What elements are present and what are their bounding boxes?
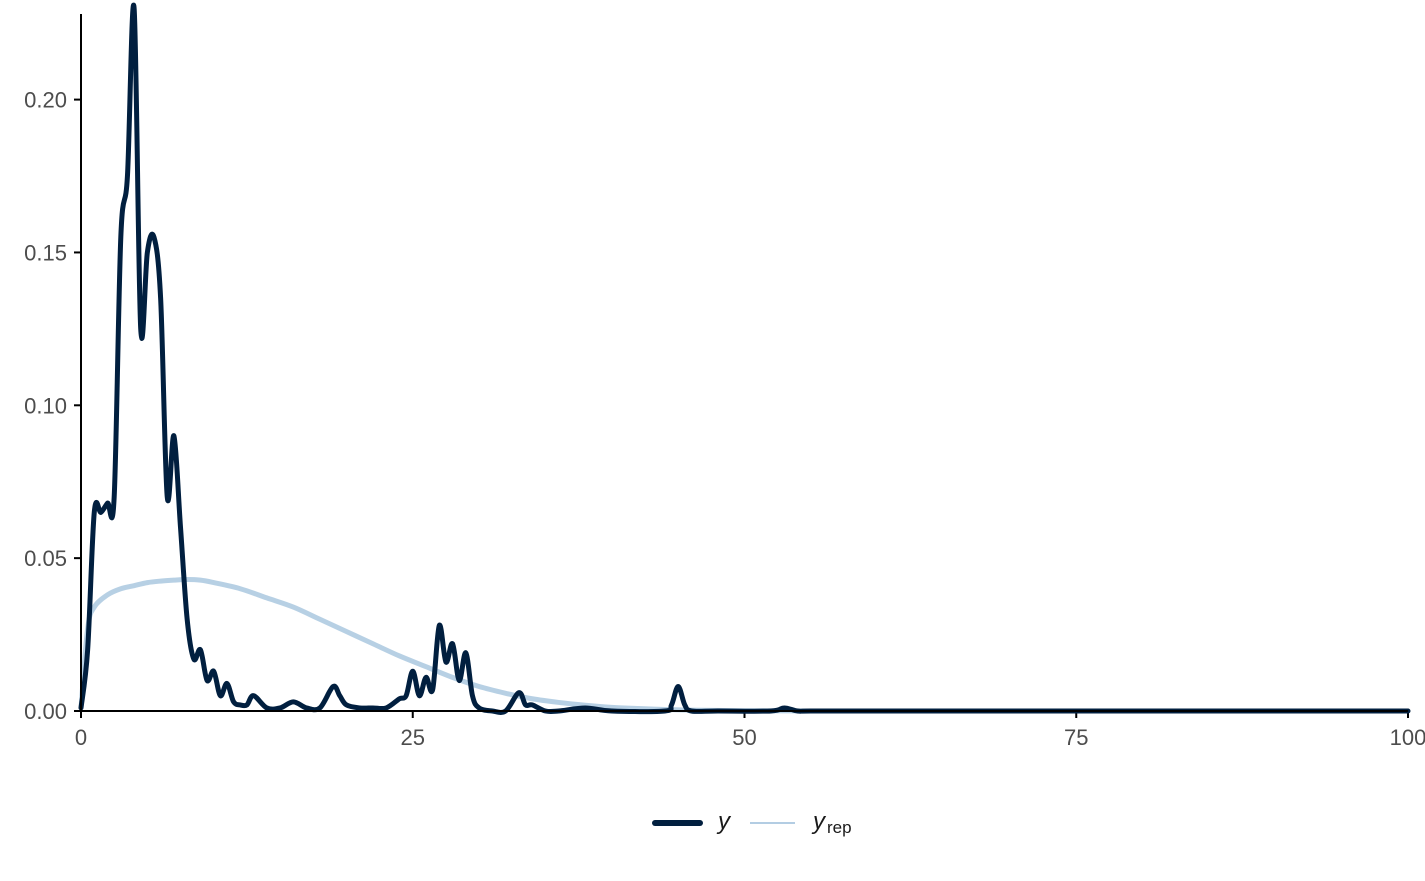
plot-series — [78, 2, 1411, 715]
y-tick-label: 0.00 — [24, 699, 67, 724]
series-line-yrep — [78, 577, 1408, 714]
y-tick-label: 0.20 — [24, 88, 67, 113]
x-tick-label: 100 — [1390, 725, 1425, 750]
y-tick-label: 0.10 — [24, 393, 67, 418]
legend-label-y: y — [716, 808, 732, 835]
x-tick-label: 0 — [75, 725, 87, 750]
x-axis-ticks: 0 25 50 75 100 — [75, 711, 1425, 750]
series-line-y — [78, 2, 1411, 715]
legend-label-yrep: y rep — [811, 808, 852, 837]
x-tick-label: 75 — [1064, 725, 1088, 750]
legend-label-yrep-sub: rep — [827, 818, 852, 837]
legend: y y rep — [652, 808, 852, 837]
y-tick-label: 0.05 — [24, 546, 67, 571]
y-axis-ticks: 0.00 0.05 0.10 0.15 0.20 — [24, 88, 81, 724]
x-tick-label: 25 — [401, 725, 425, 750]
x-tick-label: 50 — [732, 725, 756, 750]
legend-label-yrep-main: y — [811, 808, 827, 835]
y-tick-label: 0.15 — [24, 240, 67, 265]
